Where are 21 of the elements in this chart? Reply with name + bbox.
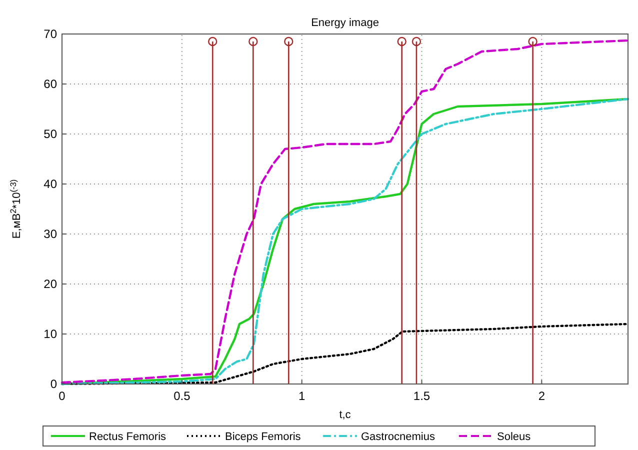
y-tick-label: 0 <box>50 377 58 391</box>
x-tick-label: 1.5 <box>413 389 430 403</box>
x-tick-label: 1 <box>298 389 306 403</box>
legend-label: Gastrocnemius <box>361 431 436 443</box>
y-tick-label: 20 <box>44 277 58 291</box>
line-series <box>60 39 630 384</box>
x-tick-label: 0 <box>58 389 66 403</box>
x-tick-label: 0.5 <box>174 389 191 403</box>
y-tick-label: 10 <box>44 327 58 341</box>
y-tick-label: 50 <box>44 127 58 141</box>
y-tick-label: 30 <box>44 227 58 241</box>
line-series <box>60 98 630 386</box>
x-axis-title: t,c <box>339 409 352 421</box>
y-tick-label: 40 <box>44 177 58 191</box>
y-tick-label: 70 <box>44 27 58 41</box>
legend-label: Soleus <box>497 431 532 443</box>
chart-title: Energy image <box>311 17 379 29</box>
legend-label: Biceps Femoris <box>225 431 302 443</box>
x-tick-label: 2 <box>538 389 546 403</box>
y-tick-label: 60 <box>44 77 58 91</box>
legend-label: Rectus Femoris <box>89 431 167 443</box>
